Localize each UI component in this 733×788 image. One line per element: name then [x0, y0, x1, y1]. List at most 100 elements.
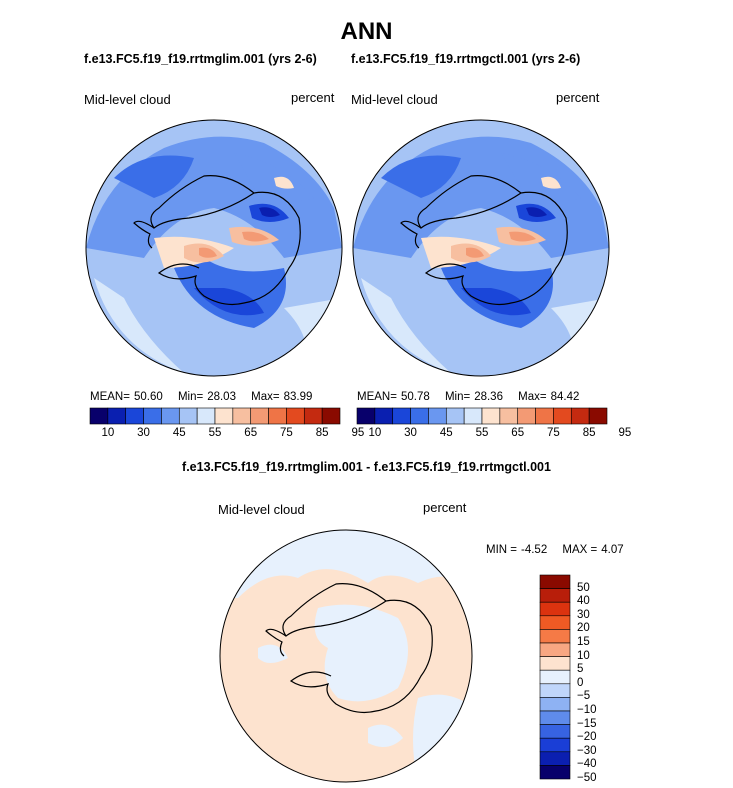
colorbar-swatch: [392, 407, 411, 425]
colorbar-tick-label: −50: [577, 772, 597, 784]
left-mean-label: MEAN=: [90, 391, 130, 403]
colorbar-swatch: [539, 697, 571, 712]
diff-stats: MIN = -4.52 MAX = 4.07: [486, 544, 628, 556]
colorbar-swatch: [553, 407, 572, 425]
colorbar-swatch: [481, 407, 501, 425]
colorbar-swatch: [539, 615, 571, 630]
colorbar-tick-label: 75: [547, 427, 560, 439]
colorbar-tick-label: 55: [208, 427, 222, 439]
colorbar-swatch: [499, 407, 519, 425]
colorbar-swatch: [539, 669, 571, 685]
colorbar-swatch: [539, 629, 571, 644]
colorbar-swatch: [374, 407, 394, 425]
left-variable-label: Mid-level cloud: [84, 92, 171, 107]
colorbar-swatch: [178, 407, 198, 425]
left-case-title: f.e13.FC5.f19_f19.rrtmglim.001 (yrs 2-6): [84, 52, 317, 66]
colorbar-swatch: [286, 407, 305, 425]
colorbar-swatch: [143, 407, 162, 425]
diff-max-label: MAX =: [562, 544, 598, 556]
colorbar-tick-label: −40: [577, 758, 597, 771]
colorbar-swatch: [214, 407, 234, 425]
colorbar-tick-label: 85: [315, 427, 329, 439]
colorbar-swatch: [321, 407, 341, 425]
colorbar-swatch: [410, 407, 429, 425]
colorbar-swatch: [428, 407, 447, 425]
colorbar-swatch: [250, 407, 269, 425]
right-stats: MEAN= 50.78 Min= 28.36 Max= 84.42: [357, 391, 583, 403]
colorbar-tick-label: 95: [618, 427, 632, 439]
colorbar-swatch: [539, 724, 571, 739]
difference-title: f.e13.FC5.f19_f19.rrtmglim.001 - f.e13.F…: [182, 460, 551, 474]
right-max-label: Max=: [518, 391, 547, 403]
diff-min-value: -4.52: [521, 544, 548, 556]
difference-polar-map: [219, 529, 473, 783]
colorbar-swatch: [539, 710, 571, 725]
diff-variable-label: Mid-level cloud: [218, 502, 305, 517]
left-min-label: Min=: [177, 391, 204, 403]
colorbar-tick-label: 85: [582, 427, 596, 439]
colorbar-tick-label: 30: [577, 608, 590, 621]
diff-units-label: percent: [423, 500, 467, 515]
colorbar-swatch: [539, 656, 571, 671]
colorbar-swatch: [539, 683, 571, 698]
colorbar-swatch: [232, 407, 252, 425]
colorbar-swatch: [196, 407, 216, 425]
colorbar-swatch: [463, 407, 483, 425]
right-mean-label: MEAN=: [357, 391, 397, 403]
left-min-value: 28.03: [207, 391, 236, 403]
right-min-label: Min=: [444, 391, 471, 403]
colorbar-swatch: [445, 407, 465, 425]
colorbar-swatch: [539, 642, 571, 657]
right-max-value: 84.42: [550, 391, 580, 403]
colorbar-tick-label: 10: [101, 427, 115, 439]
left-stats: MEAN= 50.60 Min= 28.03 Max= 83.99: [90, 391, 316, 403]
left-max-label: Max=: [251, 391, 280, 403]
diff-min-label: MIN =: [486, 544, 517, 556]
colorbar-swatch: [107, 407, 127, 425]
colorbar-swatch: [517, 407, 536, 425]
colorbar-swatch: [356, 407, 376, 425]
colorbar-swatch: [588, 407, 608, 425]
colorbar-tick-label: 0: [577, 676, 584, 689]
colorbar-tick-label: −20: [577, 731, 597, 744]
difference-colorbar: [539, 574, 571, 780]
colorbar-tick-label: 65: [244, 427, 258, 439]
right-units-label: percent: [556, 90, 600, 105]
right-polar-map: [352, 119, 610, 377]
colorbar-tick-label: −5: [577, 690, 591, 703]
colorbar-swatch: [535, 407, 554, 425]
colorbar-swatch: [539, 601, 571, 617]
colorbar-swatch: [89, 407, 109, 425]
colorbar-tick-label: 30: [404, 427, 417, 439]
left-max-value: 83.99: [283, 391, 313, 403]
colorbar-swatch: [570, 407, 590, 425]
colorbar-tick-label: 55: [475, 427, 489, 439]
colorbar-tick-label: 95: [351, 427, 365, 439]
colorbar-tick-label: 5: [577, 663, 584, 676]
colorbar-swatch: [539, 751, 571, 766]
colorbar-swatch: [303, 407, 323, 425]
colorbar-swatch: [539, 737, 571, 753]
colorbar-tick-label: 30: [137, 427, 150, 439]
right-colorbar: [356, 407, 608, 425]
colorbar-tick-label: 15: [577, 636, 590, 648]
right-case-title: f.e13.FC5.f19_f19.rrtmgctl.001 (yrs 2-6): [351, 52, 581, 66]
plot-title: ANN: [340, 18, 393, 45]
right-min-value: 28.36: [474, 391, 503, 403]
diff-max-value: 4.07: [601, 544, 624, 556]
colorbar-tick-label: −15: [577, 717, 597, 730]
colorbar-tick-label: 45: [439, 427, 453, 439]
colorbar-tick-label: 45: [172, 427, 186, 439]
colorbar-swatch: [539, 574, 571, 589]
right-mean-value: 50.78: [400, 391, 430, 403]
left-colorbar: [89, 407, 341, 425]
colorbar-tick-label: −10: [577, 704, 597, 716]
colorbar-tick-label: 20: [577, 622, 590, 635]
colorbar-tick-label: 40: [577, 595, 590, 608]
colorbar-tick-label: 10: [368, 427, 382, 439]
colorbar-swatch: [539, 588, 571, 603]
colorbar-tick-label: 75: [280, 427, 293, 439]
left-units-label: percent: [291, 90, 335, 105]
left-polar-map: [85, 119, 343, 377]
left-mean-value: 50.60: [133, 391, 163, 403]
